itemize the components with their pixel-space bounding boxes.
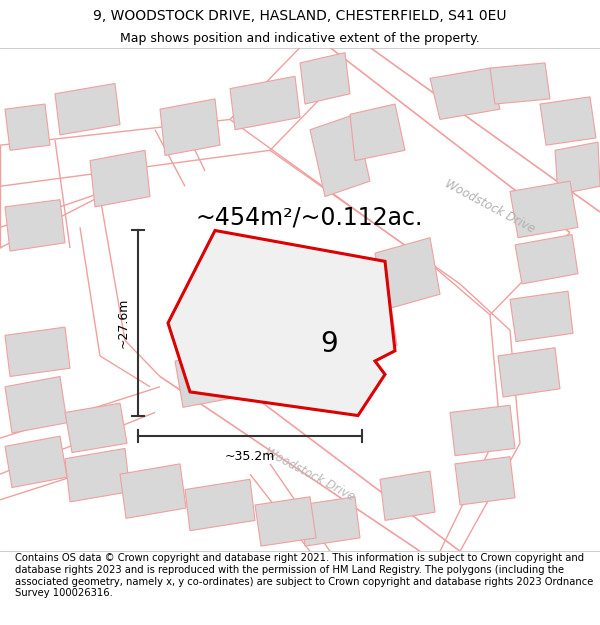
Polygon shape xyxy=(65,449,130,502)
Polygon shape xyxy=(310,114,370,197)
Polygon shape xyxy=(340,299,397,356)
Polygon shape xyxy=(5,436,67,488)
Polygon shape xyxy=(510,181,578,238)
Polygon shape xyxy=(455,457,515,505)
Polygon shape xyxy=(430,68,500,119)
Text: 9: 9 xyxy=(320,330,338,357)
Polygon shape xyxy=(380,471,435,521)
Polygon shape xyxy=(375,238,440,309)
Text: ~454m²/~0.112ac.: ~454m²/~0.112ac. xyxy=(195,205,422,229)
Text: ~27.6m: ~27.6m xyxy=(117,298,130,348)
Text: ~35.2m: ~35.2m xyxy=(225,451,275,464)
Polygon shape xyxy=(55,84,120,135)
Polygon shape xyxy=(515,234,578,284)
Polygon shape xyxy=(300,497,360,546)
Polygon shape xyxy=(510,291,573,341)
Polygon shape xyxy=(540,97,596,145)
Text: Contains OS data © Crown copyright and database right 2021. This information is : Contains OS data © Crown copyright and d… xyxy=(15,554,593,598)
Polygon shape xyxy=(450,405,515,456)
Polygon shape xyxy=(490,63,550,104)
Polygon shape xyxy=(168,231,395,416)
Text: Woodstock Drive: Woodstock Drive xyxy=(443,177,537,236)
Polygon shape xyxy=(175,351,238,408)
Polygon shape xyxy=(555,142,600,194)
Polygon shape xyxy=(5,199,65,251)
Polygon shape xyxy=(350,104,405,161)
Polygon shape xyxy=(230,76,300,130)
Polygon shape xyxy=(300,52,350,104)
Polygon shape xyxy=(160,99,220,156)
Polygon shape xyxy=(498,348,560,397)
Text: Woodstock Drive: Woodstock Drive xyxy=(263,445,357,503)
Polygon shape xyxy=(120,464,186,518)
Polygon shape xyxy=(5,327,70,376)
Text: 9, WOODSTOCK DRIVE, HASLAND, CHESTERFIELD, S41 0EU: 9, WOODSTOCK DRIVE, HASLAND, CHESTERFIEL… xyxy=(93,9,507,24)
Polygon shape xyxy=(5,376,67,433)
Polygon shape xyxy=(255,497,316,546)
Polygon shape xyxy=(185,479,255,531)
Polygon shape xyxy=(5,104,50,150)
Polygon shape xyxy=(90,150,150,207)
Polygon shape xyxy=(65,403,127,452)
Text: Map shows position and indicative extent of the property.: Map shows position and indicative extent… xyxy=(120,32,480,45)
